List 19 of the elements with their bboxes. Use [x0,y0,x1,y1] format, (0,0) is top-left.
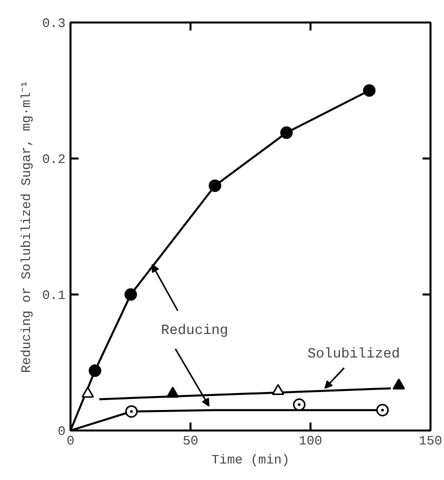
point [376,404,389,416]
x-axis-title: Time (min) [211,452,290,468]
y-tick-label: 0 [58,424,66,439]
annotation: Solubilized [307,346,400,362]
x-tick-label: 150 [418,434,442,448]
annotation: Reducing [160,323,228,340]
y-axis-title: Reducing or Solubilized Sugar, mg·ml⁻¹ [19,80,34,373]
point [363,84,376,97]
point [88,364,102,377]
point [124,288,137,301]
y-tick-label: 0.2 [42,152,66,167]
x-tick-label: 50 [182,434,198,448]
point [280,126,293,139]
point [125,405,138,418]
x-tick-label: 100 [298,434,322,448]
point [208,179,222,192]
y-tick-label: 0.1 [42,288,66,303]
point [292,398,306,411]
y-tick-label: 0.3 [42,16,66,31]
